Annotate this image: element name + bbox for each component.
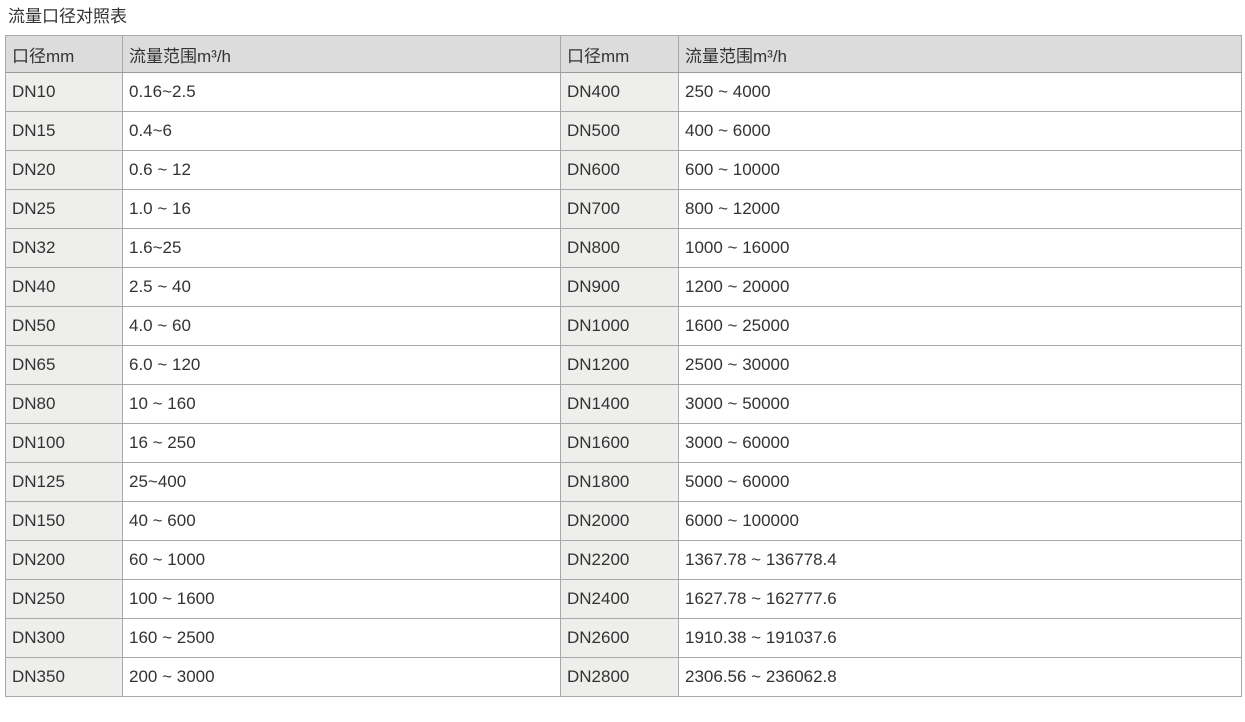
flow-range-cell: 250 ~ 4000 [678, 72, 1242, 112]
dn-cell: DN125 [5, 462, 123, 502]
dn-cell: DN65 [5, 345, 123, 385]
header-row: 口径mm 流量范围m³/h 口径mm 流量范围m³/h [5, 35, 1242, 73]
flow-range-cell: 1000 ~ 16000 [678, 228, 1242, 268]
dn-cell: DN50 [5, 306, 123, 346]
table-row: DN150 40 ~ 600 DN2000 6000 ~ 100000 [5, 501, 1242, 541]
table-row: DN10 0.16~2.5 DN400 250 ~ 4000 [5, 72, 1242, 112]
dn-cell: DN2600 [560, 618, 679, 658]
flow-range-cell: 0.16~2.5 [122, 72, 561, 112]
dn-cell: DN32 [5, 228, 123, 268]
dn-cell: DN700 [560, 189, 679, 229]
flow-range-cell: 1627.78 ~ 162777.6 [678, 579, 1242, 619]
dn-cell: DN20 [5, 150, 123, 190]
table-row: DN80 10 ~ 160 DN1400 3000 ~ 50000 [5, 384, 1242, 424]
flow-range-cell: 16 ~ 250 [122, 423, 561, 463]
dn-cell: DN80 [5, 384, 123, 424]
flow-range-cell: 1.0 ~ 16 [122, 189, 561, 229]
flow-range-cell: 3000 ~ 60000 [678, 423, 1242, 463]
dn-cell: DN350 [5, 657, 123, 697]
flow-range-cell: 1910.38 ~ 191037.6 [678, 618, 1242, 658]
header-diameter-right: 口径mm [560, 35, 679, 73]
dn-cell: DN1800 [560, 462, 679, 502]
table-row: DN40 2.5 ~ 40 DN900 1200 ~ 20000 [5, 267, 1242, 307]
table-row: DN32 1.6~25 DN800 1000 ~ 16000 [5, 228, 1242, 268]
flow-range-cell: 0.4~6 [122, 111, 561, 151]
flow-range-cell: 400 ~ 6000 [678, 111, 1242, 151]
flow-range-cell: 600 ~ 10000 [678, 150, 1242, 190]
dn-cell: DN2000 [560, 501, 679, 541]
table-body: DN10 0.16~2.5 DN400 250 ~ 4000 DN15 0.4~6 DN50… [5, 72, 1242, 697]
dn-cell: DN40 [5, 267, 123, 307]
table-row: DN300 160 ~ 2500 DN2600 1910.38 ~ 191037.6 [5, 618, 1242, 658]
dn-cell: DN900 [560, 267, 679, 307]
flow-range-cell: 2500 ~ 30000 [678, 345, 1242, 385]
dn-cell: DN200 [5, 540, 123, 580]
dn-cell: DN500 [560, 111, 679, 151]
header-flow-range-right: 流量范围m³/h [678, 35, 1242, 73]
table-row: DN15 0.4~6 DN500 400 ~ 6000 [5, 111, 1242, 151]
flow-range-cell: 10 ~ 160 [122, 384, 561, 424]
flow-range-cell: 3000 ~ 50000 [678, 384, 1242, 424]
flow-range-cell: 6.0 ~ 120 [122, 345, 561, 385]
dn-cell: DN800 [560, 228, 679, 268]
flow-range-cell: 2.5 ~ 40 [122, 267, 561, 307]
flow-range-cell: 160 ~ 2500 [122, 618, 561, 658]
dn-cell: DN1200 [560, 345, 679, 385]
flow-range-cell: 800 ~ 12000 [678, 189, 1242, 229]
dn-cell: DN10 [5, 72, 123, 112]
table-row: DN65 6.0 ~ 120 DN1200 2500 ~ 30000 [5, 345, 1242, 385]
dn-cell: DN2800 [560, 657, 679, 697]
table-row: DN125 25~400 DN1800 5000 ~ 60000 [5, 462, 1242, 502]
table-header: 口径mm 流量范围m³/h 口径mm 流量范围m³/h [5, 35, 1242, 73]
dn-cell: DN300 [5, 618, 123, 658]
dn-cell: DN2400 [560, 579, 679, 619]
table-row: DN100 16 ~ 250 DN1600 3000 ~ 60000 [5, 423, 1242, 463]
table-row: DN20 0.6 ~ 12 DN600 600 ~ 10000 [5, 150, 1242, 190]
flow-range-cell: 2306.56 ~ 236062.8 [678, 657, 1242, 697]
flow-range-cell: 1200 ~ 20000 [678, 267, 1242, 307]
flow-range-cell: 40 ~ 600 [122, 501, 561, 541]
flow-range-cell: 4.0 ~ 60 [122, 306, 561, 346]
flow-range-cell: 1.6~25 [122, 228, 561, 268]
dn-cell: DN100 [5, 423, 123, 463]
header-diameter-left: 口径mm [5, 35, 123, 73]
table-row: DN350 200 ~ 3000 DN2800 2306.56 ~ 236062.8 [5, 657, 1242, 697]
flow-range-cell: 25~400 [122, 462, 561, 502]
table-row: DN250 100 ~ 1600 DN2400 1627.78 ~ 162777.6 [5, 579, 1242, 619]
header-flow-range-left: 流量范围m³/h [122, 35, 561, 73]
dn-cell: DN250 [5, 579, 123, 619]
flow-range-cell: 0.6 ~ 12 [122, 150, 561, 190]
flow-range-cell: 60 ~ 1000 [122, 540, 561, 580]
flow-range-cell: 6000 ~ 100000 [678, 501, 1242, 541]
dn-cell: DN25 [5, 189, 123, 229]
page-title: 流量口径对照表 [8, 7, 127, 26]
table-row: DN25 1.0 ~ 16 DN700 800 ~ 12000 [5, 189, 1242, 229]
flow-range-cell: 5000 ~ 60000 [678, 462, 1242, 502]
dn-cell: DN150 [5, 501, 123, 541]
flow-diameter-table: 口径mm 流量范围m³/h 口径mm 流量范围m³/h DN10 0.16~2.5… [5, 35, 1242, 697]
dn-cell: DN400 [560, 72, 679, 112]
flow-range-cell: 100 ~ 1600 [122, 579, 561, 619]
dn-cell: DN15 [5, 111, 123, 151]
dn-cell: DN1400 [560, 384, 679, 424]
flow-range-cell: 1600 ~ 25000 [678, 306, 1242, 346]
flow-range-cell: 200 ~ 3000 [122, 657, 561, 697]
table-row: DN50 4.0 ~ 60 DN1000 1600 ~ 25000 [5, 306, 1242, 346]
dn-cell: DN2200 [560, 540, 679, 580]
flow-range-cell: 1367.78 ~ 136778.4 [678, 540, 1242, 580]
table-row: DN200 60 ~ 1000 DN2200 1367.78 ~ 136778.4 [5, 540, 1242, 580]
dn-cell: DN1600 [560, 423, 679, 463]
dn-cell: DN1000 [560, 306, 679, 346]
dn-cell: DN600 [560, 150, 679, 190]
